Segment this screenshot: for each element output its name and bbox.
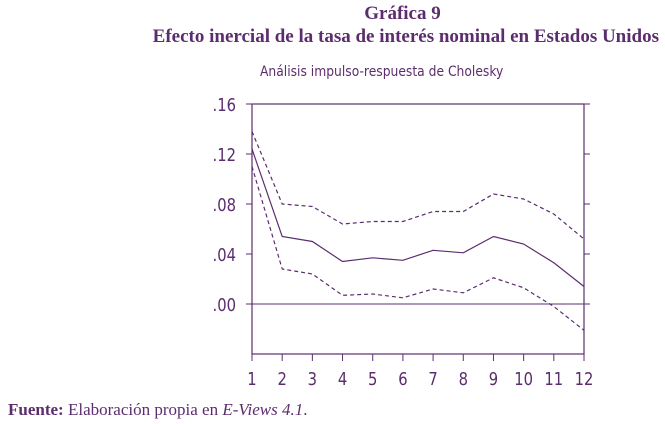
x-tick-label: 8 — [459, 369, 468, 390]
source-note: Fuente: Elaboración propia en E-Views 4.… — [8, 400, 307, 420]
x-tick-label: 1 — [247, 369, 256, 390]
impulse-response-chart: .16.12.08.04.001 2 3 4 5 6 7 8 9 10 11 12 — [213, 95, 594, 390]
x-tick-label: 3 — [308, 369, 317, 390]
x-tick-label: 10 — [514, 369, 533, 390]
y-tick-label: .08 — [213, 195, 236, 216]
figure-label: Gráfica 9 — [364, 3, 441, 24]
y-tick-label: .04 — [213, 245, 236, 266]
source-software: E-Views 4.1 — [222, 400, 304, 419]
x-tick-label: 2 — [277, 369, 286, 390]
plot-frame — [251, 103, 585, 355]
x-tick-label: 5 — [368, 369, 377, 390]
lower-band-line — [251, 166, 585, 331]
response-line — [251, 148, 585, 287]
x-tick-label: 9 — [489, 369, 498, 390]
y-tick-label: .16 — [213, 95, 236, 116]
chart-title: Efecto inercial de la tasa de interés no… — [152, 26, 659, 47]
y-tick-label: .12 — [213, 145, 236, 166]
source-text: Elaboración propia en — [67, 400, 223, 419]
x-tick-label: 7 — [428, 369, 437, 390]
x-tick-label: 6 — [398, 369, 407, 390]
upper-band-line — [251, 131, 585, 240]
source-text-end: . — [303, 400, 308, 419]
x-tick-label: 12 — [575, 369, 594, 390]
x-tick-label: 4 — [338, 369, 347, 390]
x-tick-label: 11 — [544, 369, 563, 390]
source-label: Fuente: — [8, 400, 64, 419]
chart-subtitle: Análisis impulso-respuesta de Cholesky — [260, 64, 504, 80]
y-tick-label: .00 — [213, 295, 236, 316]
